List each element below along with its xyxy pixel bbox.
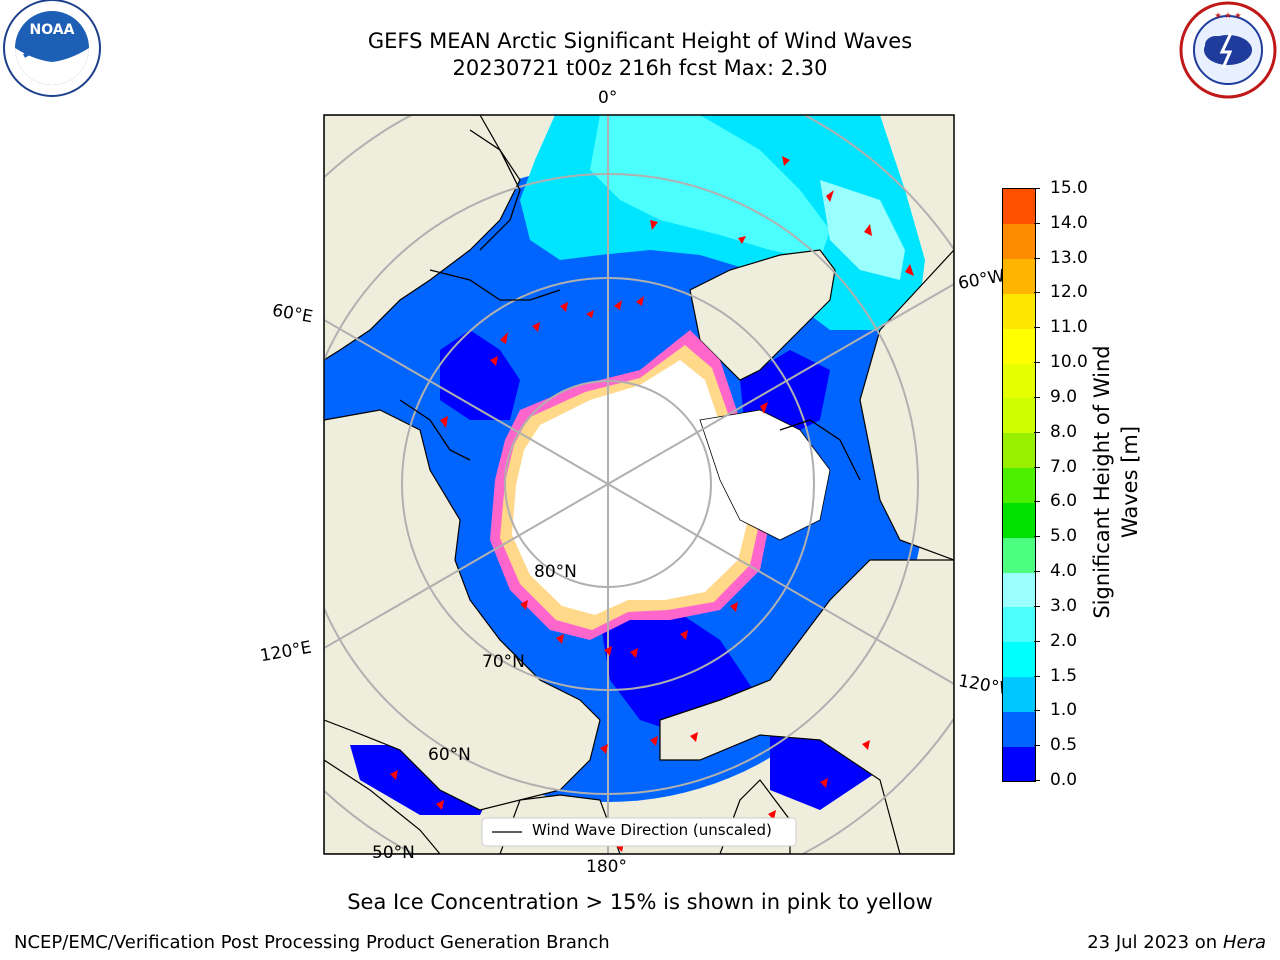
colorbar-tick-mark bbox=[1034, 257, 1040, 259]
colorbar-title-line1: Significant Height of Wind bbox=[1090, 345, 1114, 619]
colorbar-tick-mark bbox=[1034, 188, 1040, 189]
colorbar-band bbox=[1003, 432, 1035, 469]
colorbar-tick-label: 1.5 bbox=[1050, 665, 1078, 686]
wave-direction-arrows bbox=[390, 156, 914, 852]
colorbar-tick-label: 11.0 bbox=[1050, 317, 1088, 338]
colorbar-band bbox=[1003, 397, 1035, 434]
colorbar-band bbox=[1003, 711, 1035, 747]
colorbar-tick-mark bbox=[1034, 327, 1040, 329]
legend-label: Wind Wave Direction (unscaled) bbox=[532, 821, 772, 839]
graticule bbox=[324, 115, 954, 854]
colorbar-band bbox=[1003, 606, 1035, 643]
map-frame bbox=[323, 114, 955, 855]
footer-right: 23 Jul 2023 on Hera bbox=[1087, 932, 1266, 953]
noaa-logo-text: NOAA bbox=[30, 22, 75, 38]
chart-subtitle: 20230721 t00z 216h fcst Max: 2.30 bbox=[452, 56, 828, 80]
map-caption: Sea Ice Concentration > 15% is shown in … bbox=[347, 890, 933, 914]
colorbar-tick-mark bbox=[1034, 431, 1040, 433]
label-lat-80: 80°N bbox=[534, 562, 577, 582]
colorbar-tick-label: 6.0 bbox=[1050, 491, 1078, 512]
label-lon-180: 180° bbox=[586, 857, 627, 877]
sea-ice-pack bbox=[512, 360, 748, 615]
colorbar-tick-label: 4.0 bbox=[1050, 561, 1078, 582]
colorbar bbox=[1002, 188, 1036, 782]
colorbar-band bbox=[1003, 189, 1035, 225]
noaa-logo: NOAA bbox=[3, 0, 101, 97]
footer-left: NCEP/EMC/Verification Post Processing Pr… bbox=[14, 932, 610, 953]
legend-box bbox=[481, 817, 797, 847]
colorbar-band bbox=[1003, 328, 1035, 364]
colorbar-band bbox=[1003, 572, 1035, 608]
colorbar-band bbox=[1003, 363, 1035, 399]
colorbar-tick-label: 2.0 bbox=[1050, 630, 1078, 651]
colorbar-tick-label: 15.0 bbox=[1050, 178, 1088, 198]
colorbar-tick-label: 0.0 bbox=[1050, 770, 1078, 790]
footer-date: 23 Jul 2023 on bbox=[1087, 932, 1218, 953]
colorbar-band bbox=[1003, 467, 1035, 503]
colorbar-tick-mark bbox=[1034, 292, 1040, 294]
colorbar-tick-label: 12.0 bbox=[1050, 282, 1088, 303]
colorbar-tick-mark bbox=[1034, 466, 1040, 468]
colorbar-tick-mark bbox=[1034, 396, 1040, 398]
label-lon-0: 0° bbox=[598, 88, 618, 108]
colorbar-tick-label: 8.0 bbox=[1050, 421, 1078, 442]
colorbar-tick-mark bbox=[1034, 222, 1040, 224]
colorbar-band bbox=[1003, 223, 1035, 260]
colorbar-title-line2: Waves [m] bbox=[1118, 425, 1142, 539]
colorbar-band bbox=[1003, 258, 1035, 294]
svg-text:★ ★ ★: ★ ★ ★ bbox=[1214, 11, 1241, 20]
colorbar-tick-label: 0.5 bbox=[1050, 735, 1078, 756]
colorbar-tick-mark bbox=[1034, 710, 1040, 712]
colorbar-band bbox=[1003, 746, 1035, 782]
colorbar-tick-mark bbox=[1034, 605, 1040, 607]
colorbar-band bbox=[1003, 502, 1035, 538]
colorbar-tick-mark bbox=[1034, 362, 1040, 364]
colorbar-tick-label: 9.0 bbox=[1050, 386, 1078, 407]
label-lat-50: 50°N bbox=[372, 843, 415, 863]
colorbar-ticks: 0.0 0.5 1.0 1.5 2.0 3.0 4.0 5.0 6.0 7.0 8.0 9.0 10.0… bbox=[1034, 178, 1096, 790]
colorbar-band bbox=[1003, 293, 1035, 329]
colorbar-band bbox=[1003, 676, 1035, 712]
colorbar-tick-mark bbox=[1034, 780, 1040, 781]
siberia-land bbox=[324, 409, 601, 811]
colorbar-title: Significant Height of Wind Waves [m] bbox=[1088, 322, 1144, 642]
colorbar-tick-mark bbox=[1034, 571, 1040, 573]
colorbar-tick-mark bbox=[1034, 675, 1040, 677]
colorbar-tick-mark bbox=[1034, 536, 1040, 538]
colorbar-tick-label: 10.0 bbox=[1050, 352, 1088, 373]
colorbar-tick-label: 14.0 bbox=[1050, 212, 1088, 233]
colorbar-tick-label: 3.0 bbox=[1050, 595, 1078, 616]
colorbar-tick-label: 5.0 bbox=[1050, 526, 1078, 547]
chart-title: GEFS MEAN Arctic Significant Height of W… bbox=[367, 29, 913, 53]
colorbar-tick-mark bbox=[1034, 640, 1040, 642]
colorbar-tick-mark bbox=[1034, 501, 1040, 503]
label-lat-70: 70°N bbox=[482, 652, 525, 672]
greenland-land bbox=[689, 249, 836, 381]
colorbar-tick-label: 1.0 bbox=[1050, 700, 1078, 721]
colorbar-band bbox=[1003, 537, 1035, 573]
label-lat-60: 60°N bbox=[428, 745, 471, 765]
colorbar-band bbox=[1003, 641, 1035, 678]
nws-logo: ★ ★ ★ bbox=[1179, 1, 1277, 99]
colorbar-tick-label: 13.0 bbox=[1050, 247, 1088, 268]
footer-host: Hera bbox=[1222, 932, 1266, 953]
colorbar-tick-label: 7.0 bbox=[1050, 456, 1078, 477]
colorbar-tick-mark bbox=[1034, 745, 1040, 747]
